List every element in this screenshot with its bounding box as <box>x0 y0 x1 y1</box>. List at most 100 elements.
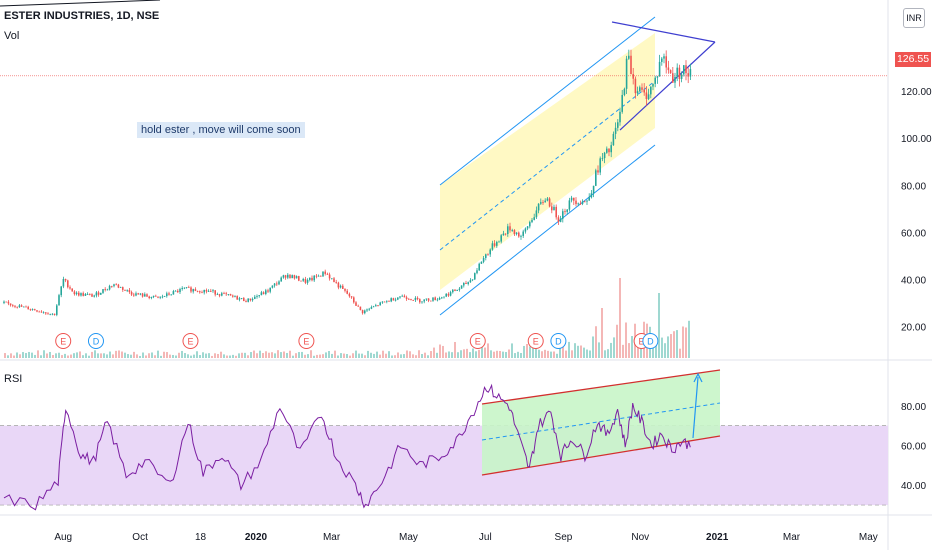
volume-bar <box>106 354 108 358</box>
volume-bar <box>658 293 660 358</box>
candle-body <box>599 158 601 173</box>
candle-body <box>126 289 128 291</box>
candle-body <box>630 55 632 75</box>
volume-bar <box>517 351 519 358</box>
volume-bar <box>448 351 450 358</box>
volume-bar <box>145 355 147 358</box>
candle-body <box>287 274 289 278</box>
candle-body <box>361 310 364 314</box>
event-marker-label: E <box>60 337 66 347</box>
volume-bar <box>403 354 405 358</box>
candle-body <box>586 200 588 202</box>
volume-bar <box>304 354 306 358</box>
volume-bar <box>160 355 162 358</box>
candle-body <box>480 261 483 264</box>
volume-bar <box>220 351 222 358</box>
volume-bar <box>655 345 657 358</box>
candle-body <box>137 293 139 295</box>
candle-body <box>520 235 522 237</box>
event-marker-circle <box>298 333 315 349</box>
rsi-channel-fill <box>482 370 720 475</box>
candle-body <box>42 312 45 314</box>
candle-body <box>245 301 247 302</box>
volume-bar <box>61 355 63 358</box>
candle-body <box>650 86 652 95</box>
candle-body <box>282 275 285 278</box>
volume-bar <box>37 350 39 358</box>
candle-body <box>529 222 531 227</box>
candle-body <box>108 285 111 290</box>
volume-bar <box>610 342 612 358</box>
volume-bar <box>394 355 396 358</box>
candle-body <box>188 286 190 288</box>
candle-body <box>401 295 403 297</box>
candle-body <box>256 296 258 297</box>
annotation-note: hold ester , move will come soon <box>137 122 305 138</box>
volume-bar <box>193 354 195 358</box>
volume-bar <box>16 352 18 358</box>
volume-bar <box>613 337 615 358</box>
candle-body <box>260 292 263 296</box>
volume-bar <box>13 355 15 358</box>
volume-bar <box>367 350 369 358</box>
candle-body <box>174 290 177 292</box>
volume-bar <box>34 354 36 358</box>
candle-body <box>482 257 485 262</box>
candle-body <box>595 170 597 186</box>
candle-body <box>51 313 54 315</box>
candle-body <box>443 296 445 298</box>
candle-body <box>172 291 175 295</box>
candle-body <box>575 200 577 205</box>
time-tick-label: May <box>399 532 418 543</box>
volume-bar <box>91 351 93 358</box>
candle-body <box>86 294 89 295</box>
candle-body <box>526 226 529 229</box>
currency-badge[interactable]: INR <box>903 8 925 28</box>
volume-bar <box>580 345 582 358</box>
volume-bar <box>277 350 279 358</box>
candle-body <box>133 294 135 296</box>
rsi-channel-lower <box>481 435 721 476</box>
candle-body <box>40 311 43 313</box>
volume-bar <box>511 343 513 358</box>
candle-body <box>27 306 29 310</box>
candle-body <box>67 280 69 288</box>
volume-bar <box>109 351 111 358</box>
candle-body <box>269 287 271 292</box>
price-tick-label: 20.00 <box>901 322 926 333</box>
candle-body <box>168 293 170 295</box>
time-tick-label: 18 <box>195 532 207 543</box>
volume-bar <box>592 336 594 358</box>
candle-body <box>562 211 564 219</box>
candle-body <box>515 232 518 235</box>
candle-body <box>469 280 472 283</box>
volume-bar <box>424 352 426 358</box>
candle-body <box>663 56 665 59</box>
volume-bar <box>46 353 48 358</box>
volume-bar <box>112 354 114 358</box>
candle-body <box>113 284 115 287</box>
volume-bar <box>40 355 42 358</box>
candle-body <box>467 282 469 285</box>
candle-body <box>53 313 56 315</box>
candle-body <box>610 145 612 153</box>
candle-body <box>216 294 219 295</box>
candle-body <box>295 276 298 279</box>
candle-body <box>485 254 487 258</box>
volume-bar <box>292 355 294 358</box>
time-tick-label: 2020 <box>245 532 268 543</box>
candle-body <box>568 200 571 210</box>
volume-bar <box>682 326 684 358</box>
candle-body <box>148 296 150 298</box>
candle-body <box>465 282 467 285</box>
candle-body <box>163 296 166 297</box>
rsi-channel-midline <box>481 402 721 441</box>
volume-bar <box>535 347 537 358</box>
volume-bar <box>238 353 240 358</box>
candle-body <box>89 294 91 295</box>
candle-body <box>667 67 670 71</box>
candle-body <box>357 305 359 307</box>
volume-bar <box>199 355 201 358</box>
volume-bar <box>469 352 471 358</box>
candle-body <box>229 294 232 296</box>
